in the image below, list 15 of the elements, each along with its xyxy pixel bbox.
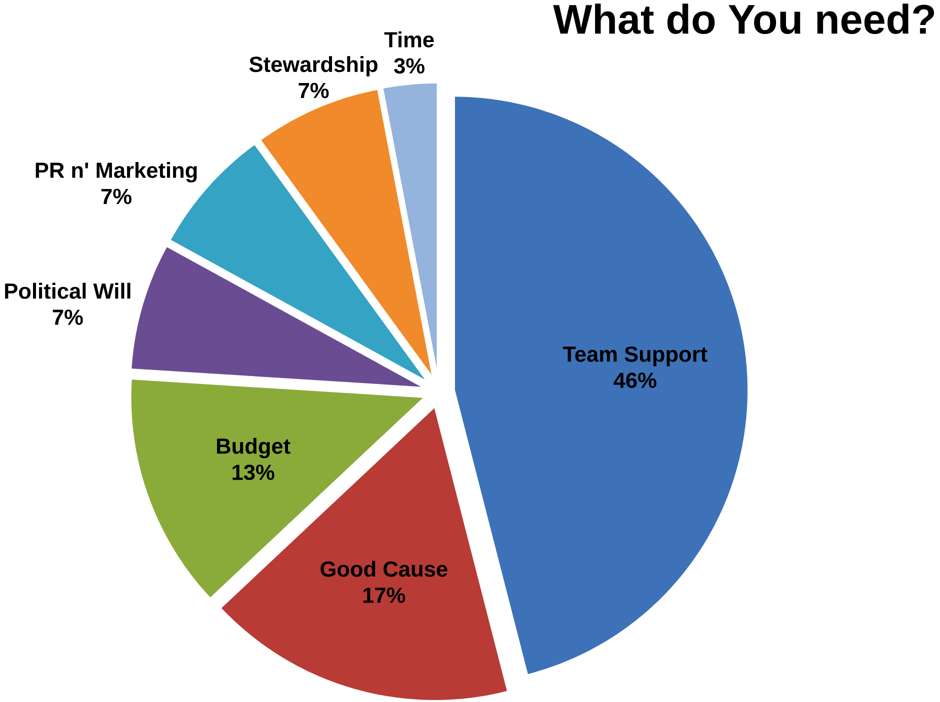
- data-label: 7%: [101, 188, 132, 204]
- slice-label: Team Support: [562, 346, 708, 366]
- data-label: 3%: [394, 58, 424, 74]
- data-label: 7%: [298, 83, 329, 98]
- data-label: 46%: [614, 372, 656, 388]
- data-label: 13%: [232, 464, 274, 480]
- slice-label: Good Cause: [320, 560, 448, 577]
- slice-label: PR n' Marketing: [36, 162, 197, 183]
- slice-label: Stewardship: [249, 56, 378, 77]
- slice-label: Budget: [217, 438, 290, 458]
- data-label: 17%: [363, 588, 406, 604]
- data-label: 7%: [52, 310, 83, 326]
- slice-label: Political Will: [5, 282, 130, 299]
- slice-label: Time: [384, 32, 434, 48]
- chart-title: What do You need?: [553, 4, 934, 34]
